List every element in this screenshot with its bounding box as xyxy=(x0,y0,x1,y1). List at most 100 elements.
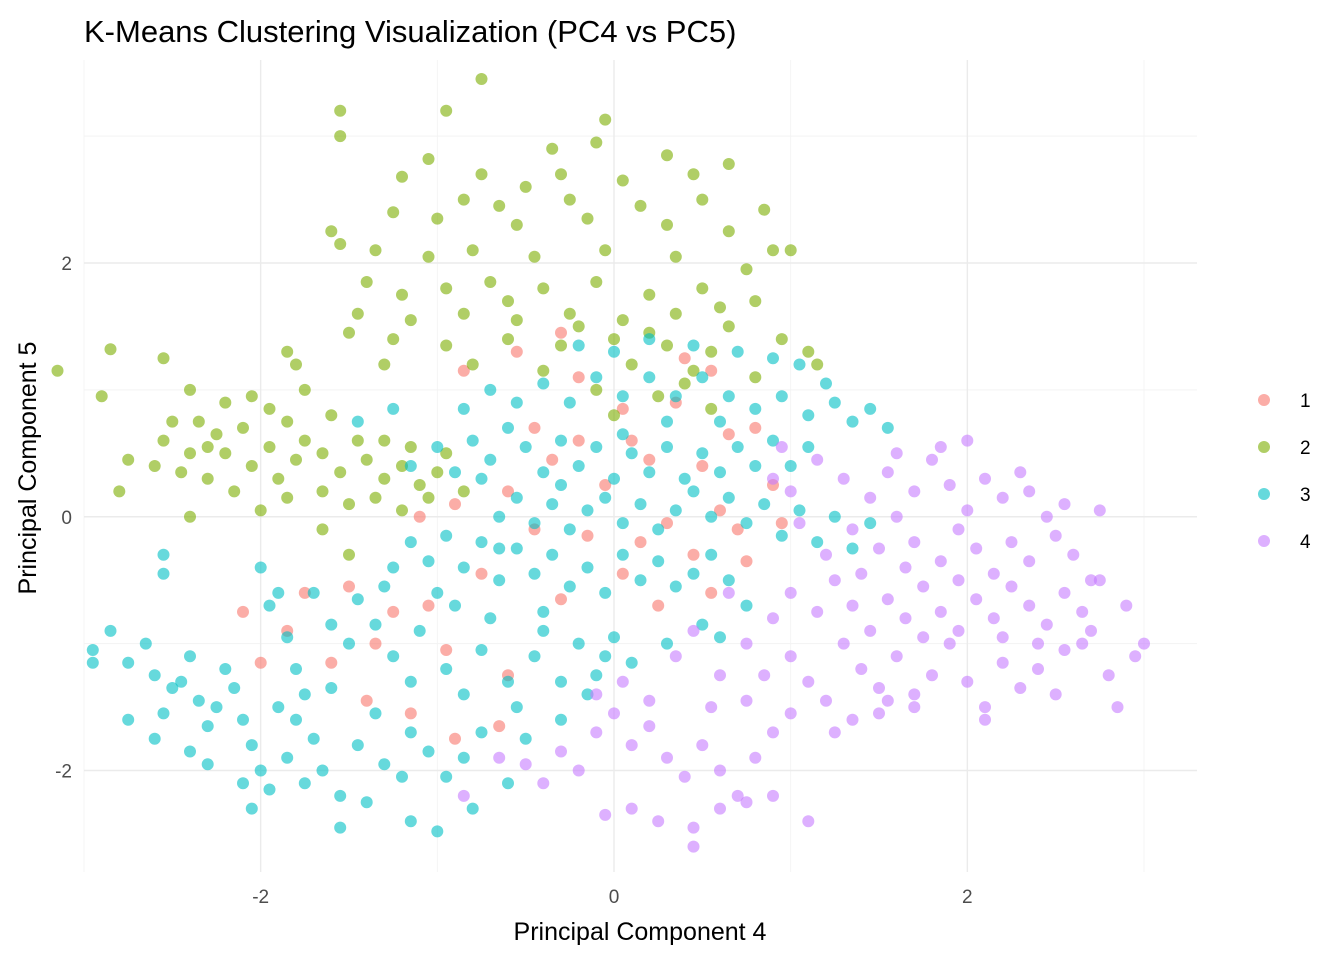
data-point xyxy=(661,517,673,530)
data-point xyxy=(961,675,974,688)
data-point xyxy=(440,282,453,295)
data-point xyxy=(599,491,612,504)
data-point xyxy=(263,441,276,453)
data-point xyxy=(325,409,338,422)
data-point xyxy=(475,644,488,656)
data-point xyxy=(290,358,302,371)
data-point xyxy=(237,605,249,618)
data-point xyxy=(298,434,311,447)
data-point xyxy=(643,371,656,384)
data-point xyxy=(1076,605,1089,618)
data-point xyxy=(952,574,965,587)
data-point xyxy=(316,764,329,777)
data-point xyxy=(369,491,382,504)
data-point xyxy=(351,307,364,320)
data-point xyxy=(793,517,806,530)
data-point xyxy=(714,669,726,682)
data-point xyxy=(970,593,983,606)
data-point xyxy=(396,288,408,301)
data-point xyxy=(475,567,488,580)
data-point xyxy=(184,510,196,523)
data-point xyxy=(555,339,567,352)
data-point xyxy=(599,650,612,663)
data-point xyxy=(493,720,506,733)
data-point xyxy=(749,751,762,764)
data-point xyxy=(422,555,435,568)
data-point xyxy=(828,726,841,739)
data-point xyxy=(184,447,196,460)
data-point xyxy=(493,199,506,212)
data-point xyxy=(979,713,991,726)
data-point xyxy=(1049,688,1062,701)
data-point xyxy=(758,498,771,511)
data-point xyxy=(608,333,620,346)
data-point xyxy=(378,580,391,593)
data-point xyxy=(298,383,311,396)
data-point xyxy=(722,491,735,504)
y-axis: -2 0 2 xyxy=(55,254,72,783)
data-point xyxy=(590,726,603,739)
data-point xyxy=(1023,555,1036,568)
legend-item: 4 xyxy=(1258,532,1311,553)
data-point xyxy=(272,586,285,599)
data-point xyxy=(484,453,497,466)
data-point xyxy=(1032,663,1044,675)
data-point xyxy=(201,441,214,453)
data-point xyxy=(563,193,576,206)
data-point xyxy=(1058,644,1071,656)
data-point xyxy=(245,802,258,815)
data-point xyxy=(157,707,170,720)
data-point xyxy=(705,586,718,599)
data-point xyxy=(749,371,762,384)
data-point xyxy=(837,472,850,485)
data-point xyxy=(431,441,444,453)
data-point xyxy=(811,605,824,618)
data-point xyxy=(351,434,364,447)
data-point xyxy=(652,555,665,568)
data-point xyxy=(572,764,585,777)
data-point xyxy=(687,840,700,853)
data-point xyxy=(325,225,338,238)
data-point xyxy=(731,789,744,802)
data-point xyxy=(519,441,532,453)
data-point xyxy=(581,561,594,574)
data-point xyxy=(210,428,223,441)
data-point xyxy=(431,586,444,599)
data-point xyxy=(784,650,797,663)
data-point xyxy=(175,466,188,479)
data-point xyxy=(828,574,841,587)
data-point xyxy=(360,694,373,707)
data-point xyxy=(396,504,408,517)
data-point xyxy=(387,561,400,574)
data-point xyxy=(625,358,638,371)
data-point xyxy=(413,510,426,523)
data-point xyxy=(572,434,585,447)
legend-item: 1 xyxy=(1258,391,1311,412)
series-3 xyxy=(86,333,894,838)
data-point xyxy=(563,307,576,320)
data-point xyxy=(325,618,338,631)
data-point xyxy=(325,656,338,669)
data-point xyxy=(272,472,285,485)
data-point xyxy=(661,441,673,453)
data-point xyxy=(281,631,294,644)
legend-label: 2 xyxy=(1300,438,1311,459)
data-point xyxy=(475,168,488,181)
data-point xyxy=(625,739,638,752)
data-point xyxy=(404,536,417,549)
data-point xyxy=(1032,637,1044,650)
data-point xyxy=(775,441,788,453)
data-point xyxy=(767,244,779,257)
data-point xyxy=(864,402,877,415)
data-point xyxy=(996,656,1009,669)
data-point xyxy=(537,282,550,295)
data-point xyxy=(881,593,894,606)
data-point xyxy=(1040,510,1053,523)
data-point xyxy=(1049,529,1062,542)
data-point xyxy=(184,383,196,396)
data-point xyxy=(616,428,629,441)
data-point xyxy=(820,377,832,390)
data-point xyxy=(855,567,868,580)
data-point xyxy=(590,276,603,288)
data-point xyxy=(563,523,576,536)
